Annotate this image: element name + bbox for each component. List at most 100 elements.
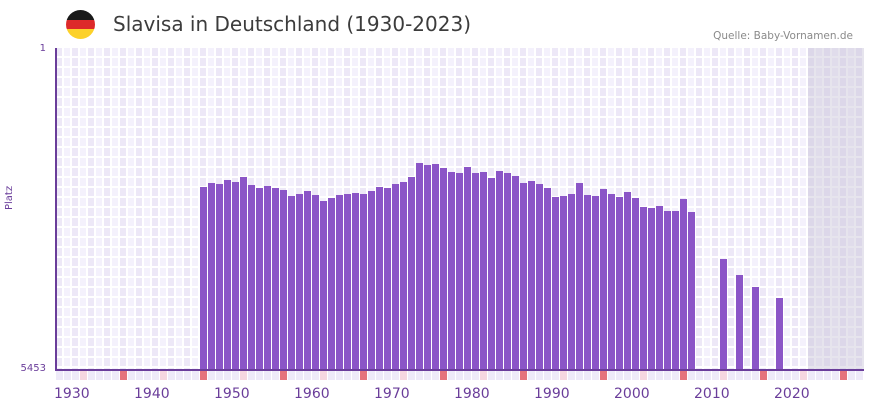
- bar-2005[interactable]: [656, 206, 663, 369]
- bar-1974[interactable]: [408, 177, 415, 369]
- bar-1981[interactable]: [464, 167, 471, 369]
- bar-2001[interactable]: [624, 192, 631, 369]
- bar-1978[interactable]: [440, 168, 447, 369]
- bar-1994[interactable]: [568, 194, 575, 369]
- bar-1961[interactable]: [304, 191, 311, 369]
- year-marker-1944: [168, 371, 175, 380]
- year-marker-2007: [672, 371, 679, 380]
- year-marker-1995: [576, 371, 583, 380]
- bar-2009[interactable]: [688, 212, 695, 369]
- bar-2020[interactable]: [776, 298, 783, 369]
- year-marker-2004: [648, 371, 655, 380]
- bar-1968[interactable]: [360, 194, 367, 369]
- bar-2007[interactable]: [672, 211, 679, 369]
- bar-1966[interactable]: [344, 194, 351, 369]
- bar-1952[interactable]: [232, 182, 239, 369]
- year-marker-1981: [464, 371, 471, 380]
- year-marker-2029: [848, 371, 855, 380]
- bar-2000[interactable]: [616, 197, 623, 369]
- future-shaded-region: [808, 48, 864, 369]
- bar-1962[interactable]: [312, 195, 319, 369]
- year-marker-2009: [688, 371, 695, 380]
- bar-1959[interactable]: [288, 196, 295, 369]
- year-marker-1945: [176, 371, 183, 380]
- x-tick-1990: 1990: [534, 386, 570, 402]
- year-marker-1939: [128, 371, 135, 380]
- plot-area: [56, 48, 864, 369]
- bar-1977[interactable]: [432, 164, 439, 369]
- bar-1960[interactable]: [296, 194, 303, 369]
- bar-1992[interactable]: [552, 197, 559, 369]
- year-marker-2021: [784, 371, 791, 380]
- year-marker-1964: [328, 371, 335, 380]
- bar-1985[interactable]: [496, 171, 503, 369]
- bar-1984[interactable]: [488, 178, 495, 369]
- bar-1948[interactable]: [200, 187, 207, 369]
- year-marker-1967: [352, 371, 359, 380]
- year-marker-1946: [184, 371, 191, 380]
- y-tick-bottom: 5453: [20, 363, 46, 374]
- bar-1971[interactable]: [384, 188, 391, 369]
- year-marker-1987: [512, 371, 519, 380]
- y-axis-label: Platz: [4, 185, 15, 210]
- bar-1990[interactable]: [536, 184, 543, 369]
- bar-1997[interactable]: [592, 196, 599, 369]
- x-axis-line: [55, 369, 864, 371]
- bar-1991[interactable]: [544, 188, 551, 369]
- year-marker-1977: [432, 371, 439, 380]
- bar-2002[interactable]: [632, 198, 639, 369]
- bar-1954[interactable]: [248, 185, 255, 369]
- bar-1969[interactable]: [368, 191, 375, 369]
- bar-2008[interactable]: [680, 199, 687, 369]
- bar-2013[interactable]: [720, 259, 727, 369]
- bar-2015[interactable]: [736, 275, 743, 369]
- bar-1975[interactable]: [416, 163, 423, 369]
- bar-2006[interactable]: [664, 211, 671, 369]
- bar-1976[interactable]: [424, 165, 431, 369]
- bar-2003[interactable]: [640, 207, 647, 369]
- x-tick-1970: 1970: [374, 386, 410, 402]
- bar-1995[interactable]: [576, 183, 583, 369]
- bar-1956[interactable]: [264, 186, 271, 369]
- bar-1950[interactable]: [216, 184, 223, 369]
- bar-1979[interactable]: [448, 172, 455, 369]
- bar-1955[interactable]: [256, 188, 263, 369]
- year-marker-1966: [344, 371, 351, 380]
- bar-1953[interactable]: [240, 177, 247, 369]
- bar-1983[interactable]: [480, 172, 487, 369]
- bar-1999[interactable]: [608, 194, 615, 369]
- bar-1972[interactable]: [392, 184, 399, 369]
- bar-1964[interactable]: [328, 198, 335, 369]
- bar-1967[interactable]: [352, 193, 359, 369]
- bar-1996[interactable]: [584, 195, 591, 369]
- bar-1963[interactable]: [320, 201, 327, 369]
- year-marker-1950: [216, 371, 223, 380]
- bar-1970[interactable]: [376, 187, 383, 369]
- bar-1973[interactable]: [400, 182, 407, 369]
- flag-stripe-red: [66, 19, 95, 30]
- year-marker-1962: [312, 371, 319, 380]
- bar-1949[interactable]: [208, 183, 215, 369]
- bar-1988[interactable]: [520, 183, 527, 369]
- year-marker-1969: [368, 371, 375, 380]
- bar-2004[interactable]: [648, 208, 655, 369]
- bar-1958[interactable]: [280, 190, 287, 369]
- bar-1982[interactable]: [472, 173, 479, 369]
- bar-1993[interactable]: [560, 196, 567, 369]
- year-marker-2030: [856, 371, 863, 380]
- bar-1980[interactable]: [456, 173, 463, 369]
- bar-1965[interactable]: [336, 195, 343, 369]
- bar-1957[interactable]: [272, 188, 279, 369]
- year-marker-1948: [200, 371, 207, 380]
- year-marker-1955: [256, 371, 263, 380]
- source-credit: Quelle: Baby-Vornamen.de: [713, 30, 853, 42]
- bar-1951[interactable]: [224, 180, 231, 369]
- bar-1998[interactable]: [600, 189, 607, 369]
- year-marker-1984: [488, 371, 495, 380]
- year-marker-1965: [336, 371, 343, 380]
- year-marker-1993: [560, 371, 567, 380]
- bar-1986[interactable]: [504, 173, 511, 369]
- bar-1987[interactable]: [512, 176, 519, 369]
- bar-2017[interactable]: [752, 287, 759, 369]
- bar-1989[interactable]: [528, 181, 535, 369]
